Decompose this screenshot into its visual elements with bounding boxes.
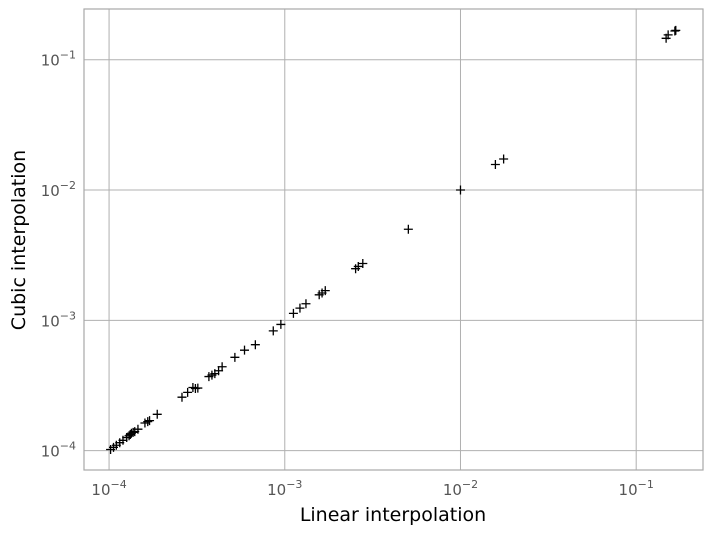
data-point — [663, 30, 673, 40]
y-tick-label: 10−3 — [41, 309, 76, 330]
data-point — [301, 299, 311, 309]
x-tick-labels: 10−4 10−3 10−2 10−1 — [91, 478, 653, 499]
y-tick-label: 10−4 — [41, 440, 76, 461]
data-point — [499, 154, 509, 164]
data-point — [358, 258, 368, 268]
data-point — [490, 159, 500, 169]
data-point — [288, 308, 298, 318]
x-tick-label: 10−4 — [91, 478, 126, 499]
grid-lines — [84, 9, 703, 470]
data-point — [295, 303, 305, 313]
y-tick-label: 10−2 — [41, 179, 76, 200]
data-point — [177, 392, 187, 402]
data-point — [143, 417, 153, 427]
data-point — [145, 416, 155, 426]
data-point — [670, 26, 680, 36]
y-axis-label: Cubic interpolation — [8, 150, 30, 330]
data-point — [240, 345, 250, 355]
data-point — [217, 362, 227, 372]
data-point — [193, 383, 203, 393]
x-axis-label: Linear interpolation — [300, 504, 486, 526]
data-points — [106, 25, 681, 454]
data-point — [671, 25, 681, 35]
data-point — [128, 427, 138, 437]
y-tick-label: 10−1 — [41, 49, 76, 70]
data-point — [353, 261, 363, 271]
data-point — [183, 387, 193, 397]
data-point — [276, 319, 286, 329]
x-tick-label: 10−1 — [619, 478, 654, 499]
data-point — [268, 326, 278, 336]
data-point — [403, 224, 413, 234]
x-tick-label: 10−2 — [443, 478, 478, 499]
data-point — [250, 340, 260, 350]
data-point — [152, 409, 162, 419]
plot-frame — [83, 8, 704, 471]
y-tick-labels: 10−4 10−3 10−2 10−1 — [41, 49, 76, 461]
data-point — [230, 352, 240, 362]
data-point — [320, 286, 330, 296]
x-tick-label: 10−3 — [267, 478, 302, 499]
data-point — [455, 185, 465, 195]
data-point — [133, 424, 143, 434]
